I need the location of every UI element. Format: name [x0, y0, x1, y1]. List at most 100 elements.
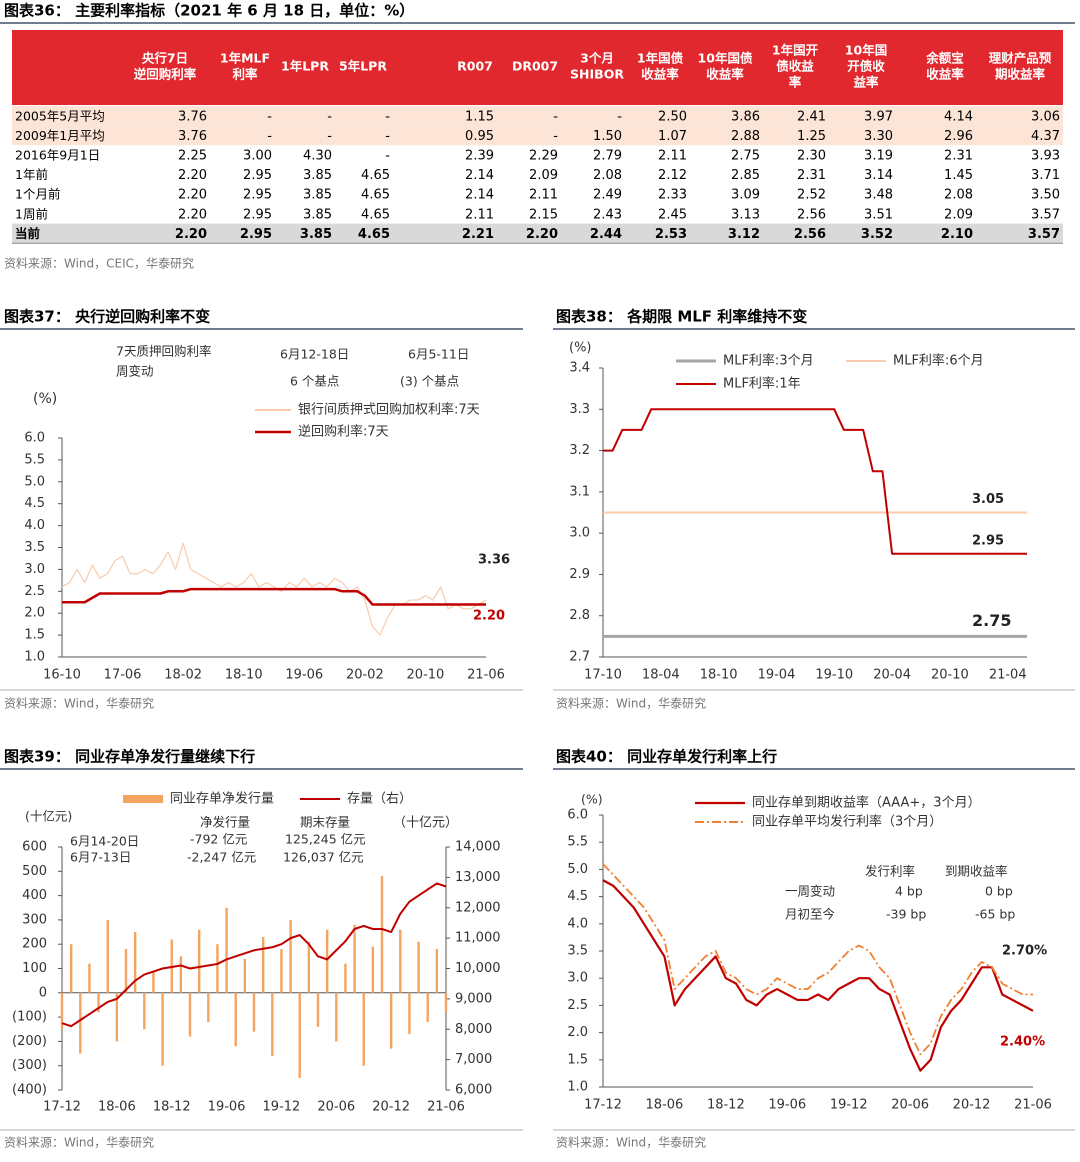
series-line — [62, 587, 486, 606]
bar — [106, 919, 109, 993]
cell: 2.50 — [658, 109, 687, 124]
source: 资料来源：Wind，CEIC，华泰研究 — [4, 256, 194, 271]
y-tick-label: 10,000 — [455, 961, 501, 976]
cell: - — [327, 109, 332, 124]
cell: 3.85 — [300, 227, 332, 242]
x-tick-label: 18-10 — [225, 668, 263, 683]
data-label: 2.95 — [972, 533, 1004, 548]
series-line — [602, 879, 1034, 1072]
cell: 3.13 — [731, 207, 760, 222]
column-header: 利率 — [232, 67, 258, 82]
cell: 0.95 — [465, 129, 494, 144]
y-tick-label: 3.1 — [569, 484, 590, 499]
bar — [298, 992, 301, 1078]
legend-label: 逆回购利率:7天 — [298, 424, 389, 440]
cell: 3.50 — [1031, 188, 1060, 203]
column-header: SHIBOR — [570, 67, 624, 82]
cell: 3.09 — [731, 188, 760, 203]
y-tick-label: 3.3 — [569, 402, 590, 417]
cell: 3.85 — [303, 168, 332, 183]
legend-label: 同业存单平均发行利率（3个月） — [752, 814, 942, 830]
legend-swatch — [123, 795, 163, 803]
series-line — [603, 408, 1027, 555]
cell: - — [385, 109, 390, 124]
cell: 1.07 — [658, 129, 687, 144]
x-tick-label: 18-04 — [642, 668, 680, 683]
row-label: 当前 — [15, 226, 41, 241]
cell: 2.20 — [178, 168, 207, 183]
annotation: 6月7-13日 — [70, 850, 131, 865]
x-tick-label: 19-12 — [830, 1098, 868, 1113]
cell: 3.52 — [861, 227, 893, 242]
x-tick-label: 17-12 — [584, 1098, 622, 1113]
cell: 2.11 — [658, 149, 687, 164]
annotation: (%) — [581, 792, 603, 807]
cell: 3.57 — [1031, 207, 1060, 222]
column-header: 收益率 — [641, 67, 679, 82]
cell: 3.12 — [728, 227, 760, 242]
series-line — [602, 863, 1033, 1056]
cell: 2.39 — [465, 149, 494, 164]
legend-label: 存量（右） — [347, 792, 412, 807]
bar — [380, 876, 384, 993]
cell: 4.65 — [361, 207, 390, 222]
annotation: 6月14-20日 — [70, 834, 139, 849]
y-tick-label: 400 — [22, 888, 47, 903]
cell: 1.25 — [797, 129, 826, 144]
annotation: 6月12-18日 — [280, 347, 349, 362]
bar — [426, 992, 429, 1022]
y-tick-label: 5.0 — [567, 862, 588, 877]
annotation: (%) — [33, 391, 57, 407]
column-header: 收益率 — [926, 67, 964, 82]
column-header: 1年MLF — [220, 51, 270, 66]
bar — [133, 932, 137, 993]
y-tick-label: 6.0 — [567, 808, 588, 823]
bar — [115, 992, 119, 1042]
bar — [79, 992, 82, 1054]
y-tick-label: 2.0 — [567, 1025, 588, 1040]
cell: 2.96 — [944, 129, 973, 144]
chart-title: 图表40： 同业存单发行利率上行 — [556, 748, 777, 766]
annotation: 6 个基点 — [290, 374, 339, 389]
cell: 2.11 — [465, 207, 494, 222]
x-tick-label: 20-12 — [372, 1100, 410, 1115]
cell: 4.37 — [1031, 129, 1060, 144]
cell: 2.88 — [731, 129, 760, 144]
bar — [234, 992, 237, 1047]
bar — [344, 963, 347, 993]
column-header: 1年LPR — [281, 59, 329, 74]
cell: - — [617, 109, 622, 124]
x-tick-label: 21-04 — [989, 668, 1027, 683]
y-tick-label: 100 — [22, 961, 47, 976]
cell: 1.50 — [593, 129, 622, 144]
y-tick-label: 1.0 — [24, 650, 45, 665]
cell: - — [267, 109, 272, 124]
cell: 2.20 — [178, 207, 207, 222]
x-tick-label: 19-04 — [758, 668, 796, 683]
column-header: 益率 — [853, 75, 879, 90]
y-tick-label: (100) — [12, 1010, 47, 1025]
annotation: 4 bp — [895, 884, 923, 899]
cell: 3.76 — [178, 109, 207, 124]
annotation: 125,245 亿元 — [285, 832, 366, 847]
bar — [216, 944, 219, 993]
y-tick-label: 3.5 — [567, 944, 588, 959]
cell: 3.30 — [864, 129, 893, 144]
x-tick-label: 18-02 — [164, 668, 202, 683]
cell: 1.45 — [944, 168, 973, 183]
x-tick-label: 21-06 — [467, 668, 505, 683]
y-tick-label: 2.5 — [24, 584, 45, 599]
annotation: (3) 个基点 — [400, 374, 459, 389]
cell: 4.65 — [361, 168, 390, 183]
bar — [60, 992, 64, 1030]
annotation: 2.70% — [1002, 944, 1047, 959]
column-header: DR007 — [512, 59, 558, 74]
bar — [97, 992, 100, 1013]
y-tick-label: 600 — [22, 840, 47, 855]
cell: 2.95 — [243, 168, 272, 183]
x-tick-label: 17-10 — [584, 668, 622, 683]
cell: 2.43 — [593, 207, 622, 222]
cell: 3.85 — [303, 207, 332, 222]
cell: 2.49 — [593, 188, 622, 203]
annotation: 0 bp — [985, 884, 1013, 899]
